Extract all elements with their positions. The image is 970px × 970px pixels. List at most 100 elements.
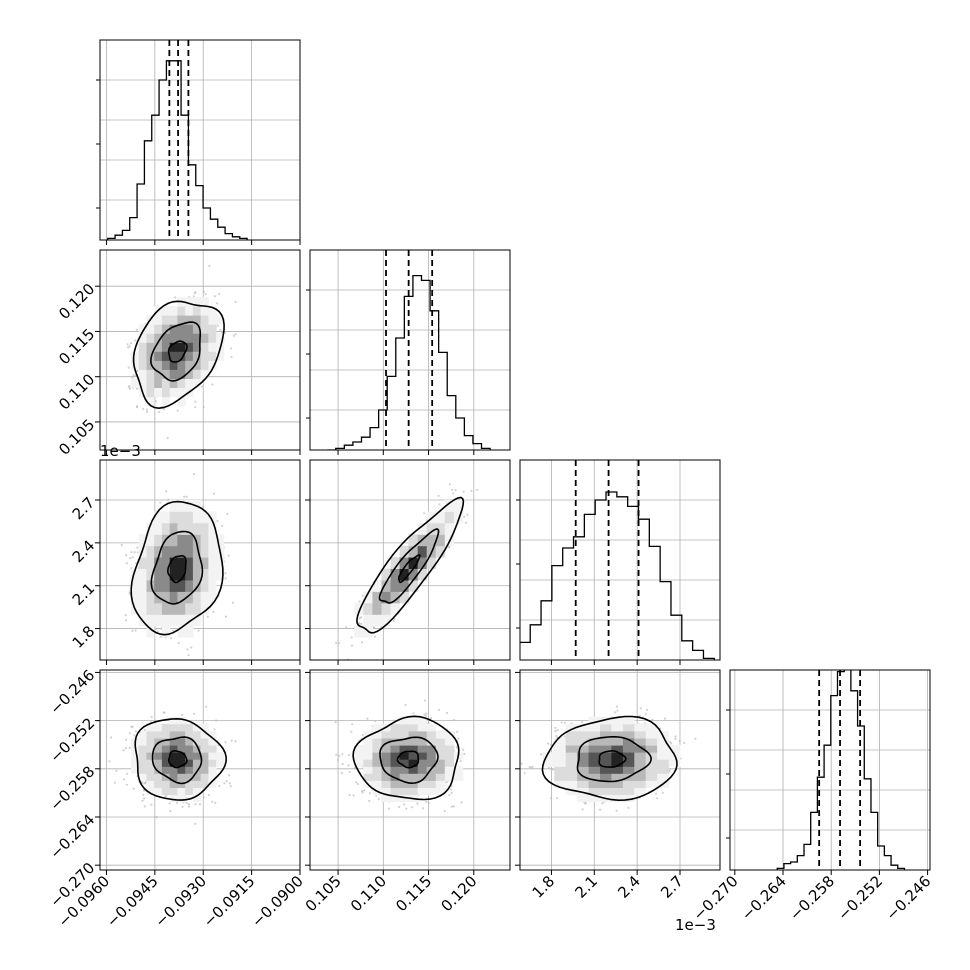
density-cell <box>554 780 567 788</box>
scatter-point <box>550 797 553 800</box>
density-cell <box>622 794 635 803</box>
scatter-point <box>448 546 451 549</box>
density-cell <box>154 580 163 592</box>
density-cell <box>192 297 202 307</box>
density-cell <box>146 730 155 739</box>
x-tick-label: 2.7 <box>657 872 687 902</box>
density-cell <box>177 723 186 732</box>
density-cell <box>381 591 391 604</box>
density-cell <box>399 730 410 739</box>
density-cell <box>417 730 428 739</box>
scatter-point <box>124 738 128 741</box>
density-cell <box>390 580 400 592</box>
density-cell <box>444 511 455 524</box>
scatter-point <box>187 654 190 657</box>
density-cell <box>177 315 186 325</box>
density-cell <box>435 780 446 788</box>
scatter-point <box>337 642 340 645</box>
y-tick-label: 2.1 <box>69 579 99 609</box>
density-cell <box>208 351 217 361</box>
scatter-point <box>360 616 363 619</box>
axes-frame <box>99 39 301 241</box>
scatter-point <box>215 719 218 722</box>
scatter-point <box>126 772 129 775</box>
density-cell <box>131 580 140 592</box>
scatter-point <box>212 492 216 495</box>
density-cell <box>146 342 155 352</box>
density-cell <box>453 500 464 512</box>
scatter-point <box>185 495 188 498</box>
density-cell <box>154 614 163 627</box>
scatter-point <box>410 806 413 809</box>
density-cell <box>146 333 155 343</box>
density-cell <box>390 723 400 732</box>
scatter-point <box>563 735 566 738</box>
contour-level-2 <box>150 530 204 605</box>
density-cell <box>381 794 391 803</box>
scatter-point <box>115 769 118 772</box>
scatter-point <box>336 758 340 762</box>
density-cell <box>426 557 437 569</box>
density-cell <box>169 500 178 512</box>
density-cell <box>390 568 400 581</box>
density-cell <box>399 591 410 604</box>
scatter-point <box>201 385 204 388</box>
density-cell <box>577 766 589 774</box>
density-cell <box>154 351 163 361</box>
density-cell <box>611 745 624 753</box>
y-tick-label: 2.4 <box>69 536 99 566</box>
scatter-point <box>459 760 462 763</box>
density-cell <box>408 534 419 547</box>
density-cell <box>185 545 194 558</box>
density-cell <box>408 738 419 746</box>
contour-level-1 <box>396 750 420 769</box>
scatter-point <box>334 721 337 724</box>
density-cell <box>426 759 437 767</box>
density-cell <box>622 723 635 732</box>
density-cell <box>169 773 178 781</box>
density-cell <box>169 333 178 343</box>
density-panel-2-1 <box>100 250 300 450</box>
y-offset-label: 1e−3 <box>100 442 141 460</box>
density-cell <box>363 591 373 604</box>
scatter-point <box>460 801 463 804</box>
density-cell <box>645 759 658 767</box>
density-cell <box>192 591 202 604</box>
density-cell <box>161 522 171 535</box>
scatter-point <box>338 754 341 757</box>
density-cell <box>600 723 612 732</box>
contours <box>132 300 225 410</box>
density-cell <box>634 759 647 767</box>
contours <box>541 715 678 802</box>
scatter-point <box>183 495 186 498</box>
density-cell <box>146 602 155 615</box>
density-cell <box>408 787 419 795</box>
density-cell <box>154 324 163 334</box>
scatter-point <box>213 728 216 731</box>
scatter-point <box>127 346 130 349</box>
scatter-point <box>125 554 128 557</box>
scatter-point <box>136 387 139 390</box>
density-cell <box>588 745 601 753</box>
scatter-point <box>556 728 559 732</box>
density-cell <box>192 342 202 352</box>
density-cell <box>634 745 647 753</box>
scatter-point <box>363 789 366 792</box>
density-cell <box>216 568 225 581</box>
density-cell <box>161 625 171 638</box>
density-cell <box>185 580 194 592</box>
density-cell <box>408 752 419 760</box>
density-cell <box>146 351 155 361</box>
scatter-point <box>463 515 466 518</box>
density-cell <box>408 545 419 558</box>
density-cell <box>444 752 455 760</box>
density-cell <box>177 752 186 760</box>
density-cell <box>154 387 163 398</box>
density-cell <box>192 360 202 370</box>
density-cell <box>161 369 171 379</box>
density-cell <box>185 723 194 732</box>
density-cell <box>399 723 410 732</box>
density-cell <box>138 360 147 370</box>
density-cell <box>372 773 382 781</box>
